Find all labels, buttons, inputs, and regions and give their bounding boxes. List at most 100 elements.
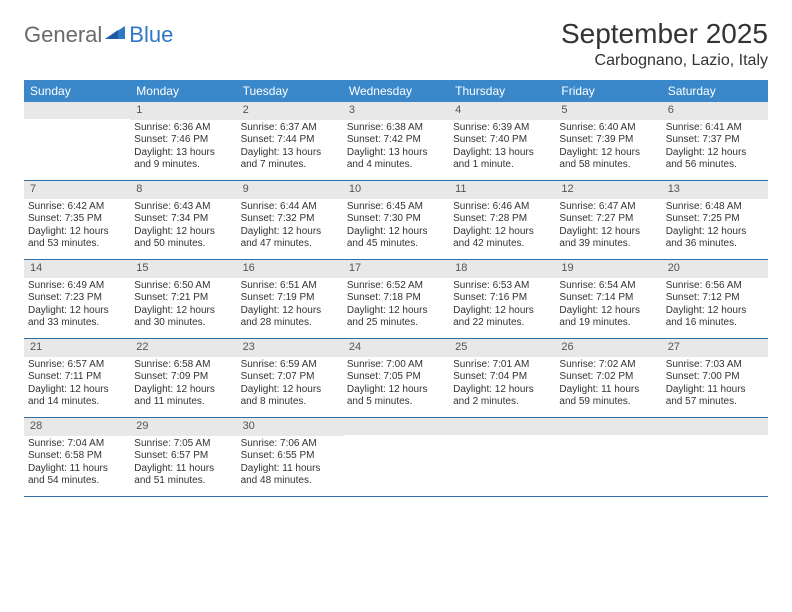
cell-line: Sunrise: 7:04 AM (28, 438, 126, 451)
cell-line: Sunset: 7:42 PM (347, 134, 445, 147)
cell-line: Sunrise: 6:43 AM (134, 201, 232, 214)
cell-body: Sunrise: 7:00 AMSunset: 7:05 PMDaylight:… (343, 357, 449, 413)
cell-body (24, 119, 130, 125)
day-number: 6 (662, 102, 768, 120)
calendar-cell: 6Sunrise: 6:41 AMSunset: 7:37 PMDaylight… (662, 102, 768, 180)
calendar-cell: 1Sunrise: 6:36 AMSunset: 7:46 PMDaylight… (130, 102, 236, 180)
logo-text-blue: Blue (129, 22, 173, 48)
week-row: 14Sunrise: 6:49 AMSunset: 7:23 PMDayligh… (24, 260, 768, 339)
cell-line: Sunrise: 6:38 AM (347, 122, 445, 135)
cell-line: Sunset: 7:40 PM (453, 134, 551, 147)
cell-line: Daylight: 13 hours and 4 minutes. (347, 147, 445, 172)
calendar-cell: 27Sunrise: 7:03 AMSunset: 7:00 PMDayligh… (662, 339, 768, 417)
cell-line: Sunset: 7:11 PM (28, 371, 126, 384)
cell-line: Sunset: 7:35 PM (28, 213, 126, 226)
calendar-body: 1Sunrise: 6:36 AMSunset: 7:46 PMDaylight… (24, 102, 768, 497)
cell-line: Daylight: 12 hours and 45 minutes. (347, 226, 445, 251)
cell-line: Sunrise: 6:36 AM (134, 122, 232, 135)
page-title: September 2025 (561, 18, 768, 50)
cell-line: Sunrise: 7:03 AM (666, 359, 764, 372)
cell-body: Sunrise: 6:59 AMSunset: 7:07 PMDaylight:… (237, 357, 343, 413)
cell-line: Daylight: 12 hours and 28 minutes. (241, 305, 339, 330)
cell-line: Sunset: 7:30 PM (347, 213, 445, 226)
calendar-cell: 23Sunrise: 6:59 AMSunset: 7:07 PMDayligh… (237, 339, 343, 417)
calendar-cell: 9Sunrise: 6:44 AMSunset: 7:32 PMDaylight… (237, 181, 343, 259)
cell-body (662, 435, 768, 441)
cell-line: Sunrise: 6:51 AM (241, 280, 339, 293)
cell-line: Sunrise: 6:49 AM (28, 280, 126, 293)
cell-line: Daylight: 12 hours and 50 minutes. (134, 226, 232, 251)
calendar-cell: 8Sunrise: 6:43 AMSunset: 7:34 PMDaylight… (130, 181, 236, 259)
calendar-cell (343, 418, 449, 496)
cell-line: Sunrise: 6:58 AM (134, 359, 232, 372)
cell-line: Sunrise: 6:42 AM (28, 201, 126, 214)
cell-body: Sunrise: 6:42 AMSunset: 7:35 PMDaylight:… (24, 199, 130, 255)
cell-body: Sunrise: 6:51 AMSunset: 7:19 PMDaylight:… (237, 278, 343, 334)
calendar-cell: 14Sunrise: 6:49 AMSunset: 7:23 PMDayligh… (24, 260, 130, 338)
day-number: 17 (343, 260, 449, 278)
cell-line: Daylight: 11 hours and 48 minutes. (241, 463, 339, 488)
day-header: Thursday (449, 80, 555, 102)
cell-line: Sunrise: 6:57 AM (28, 359, 126, 372)
week-row: 1Sunrise: 6:36 AMSunset: 7:46 PMDaylight… (24, 102, 768, 181)
day-number: 5 (555, 102, 661, 120)
cell-body: Sunrise: 6:43 AMSunset: 7:34 PMDaylight:… (130, 199, 236, 255)
day-number: 8 (130, 181, 236, 199)
calendar-cell: 30Sunrise: 7:06 AMSunset: 6:55 PMDayligh… (237, 418, 343, 496)
day-number: 3 (343, 102, 449, 120)
cell-body: Sunrise: 6:36 AMSunset: 7:46 PMDaylight:… (130, 120, 236, 176)
day-number: 26 (555, 339, 661, 357)
day-header: Saturday (662, 80, 768, 102)
day-number: 11 (449, 181, 555, 199)
day-number: 18 (449, 260, 555, 278)
day-number: 23 (237, 339, 343, 357)
cell-line: Daylight: 13 hours and 9 minutes. (134, 147, 232, 172)
calendar-cell: 25Sunrise: 7:01 AMSunset: 7:04 PMDayligh… (449, 339, 555, 417)
cell-line: Sunset: 7:34 PM (134, 213, 232, 226)
cell-line: Sunset: 7:32 PM (241, 213, 339, 226)
logo-mark-icon (105, 22, 127, 45)
cell-line: Daylight: 12 hours and 39 minutes. (559, 226, 657, 251)
day-number (662, 418, 768, 435)
cell-line: Sunrise: 6:44 AM (241, 201, 339, 214)
calendar-cell: 2Sunrise: 6:37 AMSunset: 7:44 PMDaylight… (237, 102, 343, 180)
cell-body: Sunrise: 6:52 AMSunset: 7:18 PMDaylight:… (343, 278, 449, 334)
cell-line: Daylight: 11 hours and 57 minutes. (666, 384, 764, 409)
cell-body: Sunrise: 6:47 AMSunset: 7:27 PMDaylight:… (555, 199, 661, 255)
day-number: 14 (24, 260, 130, 278)
day-number (24, 102, 130, 119)
cell-line: Daylight: 12 hours and 33 minutes. (28, 305, 126, 330)
cell-line: Daylight: 12 hours and 11 minutes. (134, 384, 232, 409)
calendar-cell: 20Sunrise: 6:56 AMSunset: 7:12 PMDayligh… (662, 260, 768, 338)
calendar-cell: 13Sunrise: 6:48 AMSunset: 7:25 PMDayligh… (662, 181, 768, 259)
cell-line: Sunset: 7:14 PM (559, 292, 657, 305)
cell-line: Sunrise: 7:00 AM (347, 359, 445, 372)
cell-line: Daylight: 12 hours and 14 minutes. (28, 384, 126, 409)
cell-line: Sunset: 7:23 PM (28, 292, 126, 305)
day-header: Friday (555, 80, 661, 102)
cell-body: Sunrise: 6:49 AMSunset: 7:23 PMDaylight:… (24, 278, 130, 334)
cell-body: Sunrise: 6:48 AMSunset: 7:25 PMDaylight:… (662, 199, 768, 255)
calendar-cell: 19Sunrise: 6:54 AMSunset: 7:14 PMDayligh… (555, 260, 661, 338)
day-number: 4 (449, 102, 555, 120)
cell-body: Sunrise: 7:06 AMSunset: 6:55 PMDaylight:… (237, 436, 343, 492)
cell-line: Sunrise: 6:41 AM (666, 122, 764, 135)
cell-line: Daylight: 12 hours and 56 minutes. (666, 147, 764, 172)
cell-line: Sunset: 6:58 PM (28, 450, 126, 463)
cell-body: Sunrise: 6:56 AMSunset: 7:12 PMDaylight:… (662, 278, 768, 334)
day-number (343, 418, 449, 435)
day-number: 28 (24, 418, 130, 436)
cell-body (343, 435, 449, 441)
cell-line: Sunrise: 6:40 AM (559, 122, 657, 135)
cell-line: Sunset: 7:05 PM (347, 371, 445, 384)
logo: General Blue (24, 22, 173, 48)
day-number: 7 (24, 181, 130, 199)
cell-line: Daylight: 12 hours and 47 minutes. (241, 226, 339, 251)
day-number: 16 (237, 260, 343, 278)
cell-line: Sunset: 7:21 PM (134, 292, 232, 305)
calendar-cell: 16Sunrise: 6:51 AMSunset: 7:19 PMDayligh… (237, 260, 343, 338)
cell-body: Sunrise: 7:01 AMSunset: 7:04 PMDaylight:… (449, 357, 555, 413)
day-header-row: SundayMondayTuesdayWednesdayThursdayFrid… (24, 80, 768, 102)
cell-line: Daylight: 12 hours and 58 minutes. (559, 147, 657, 172)
day-number: 30 (237, 418, 343, 436)
